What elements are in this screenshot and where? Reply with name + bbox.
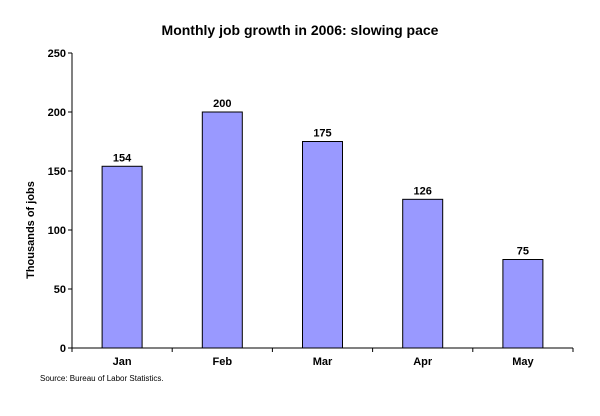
chart-title: Monthly job growth in 2006: slowing pace bbox=[161, 22, 439, 38]
y-axis: 0 50 100 150 200 250 bbox=[48, 48, 73, 355]
y-tick-label: 0 bbox=[60, 343, 66, 355]
y-tick-label: 150 bbox=[48, 166, 66, 178]
data-label: 200 bbox=[213, 98, 231, 110]
bar bbox=[101, 165, 143, 349]
x-tick-label: Feb bbox=[213, 356, 233, 368]
source-note: Source: Bureau of Labor Statistics. bbox=[40, 374, 164, 383]
x-tick-label: Apr bbox=[413, 356, 433, 368]
bar bbox=[502, 259, 544, 349]
y-tick-label: 50 bbox=[54, 284, 66, 296]
x-axis: Jan Feb Mar Apr May bbox=[71, 347, 574, 368]
bar bbox=[201, 111, 243, 349]
bar bbox=[402, 198, 444, 349]
x-tick-label: Jan bbox=[113, 356, 132, 368]
y-tick-label: 250 bbox=[48, 48, 66, 60]
data-label: 154 bbox=[113, 152, 132, 164]
bars: 154 200 175 126 75 bbox=[101, 98, 544, 349]
bar bbox=[302, 141, 343, 349]
y-tick-label: 100 bbox=[48, 225, 66, 237]
y-tick-label: 200 bbox=[48, 107, 66, 119]
data-label: 75 bbox=[517, 246, 529, 258]
data-label: 126 bbox=[414, 185, 432, 197]
x-tick-label: May bbox=[512, 356, 534, 368]
x-tick-label: Mar bbox=[313, 356, 333, 368]
data-label: 175 bbox=[313, 128, 331, 140]
y-axis-label: Thousands of jobs bbox=[25, 181, 37, 279]
